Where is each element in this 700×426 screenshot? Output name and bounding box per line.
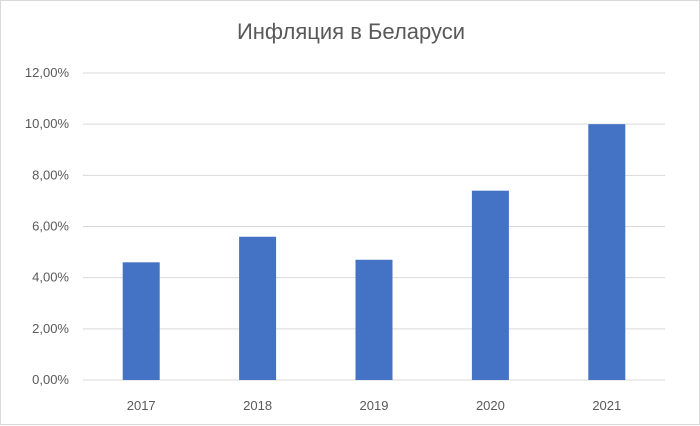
chart-title: Инфляция в Беларуси [236,19,466,44]
x-tick-label: 2017 [127,398,156,413]
y-tick-label: 12,00% [25,65,70,80]
bar-2018 [239,236,277,380]
x-tick-label: 2019 [360,398,389,413]
y-tick-label: 10,00% [25,116,70,131]
bar-2017 [122,262,160,380]
y-tick-label: 0,00% [32,372,69,387]
x-tick-label: 2020 [476,398,505,413]
x-tick-label: 2021 [592,398,621,413]
bar-2021 [588,124,626,381]
bar-2019 [355,259,393,380]
bar-2020 [471,190,509,380]
x-tick-label: 2018 [243,398,272,413]
y-tick-label: 4,00% [32,270,69,285]
y-tick-label: 2,00% [32,321,69,336]
y-tick-label: 8,00% [32,167,69,182]
y-tick-label: 6,00% [32,219,69,234]
